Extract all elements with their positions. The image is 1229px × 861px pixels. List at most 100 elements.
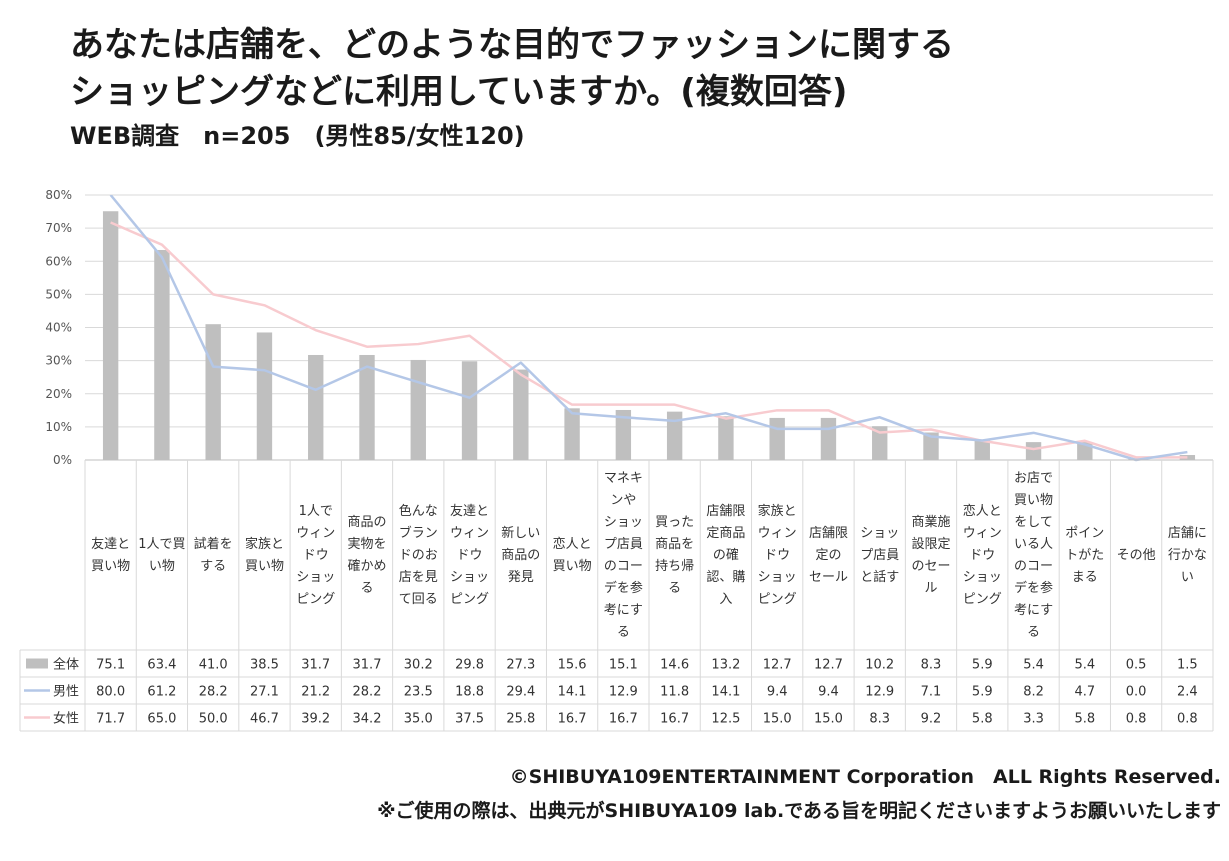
bar [666,411,683,460]
data-table-cell: 0.0 [1126,685,1147,700]
category-label: 定商品 [706,526,745,541]
category-label: プ店員 [860,548,899,563]
category-label: 新しい [501,525,540,541]
bar [102,211,119,460]
category-label: 考にす [1014,603,1053,618]
data-table-cell: 27.3 [506,658,535,673]
data-table-cell: 46.7 [250,712,279,727]
data-table-cell: 29.8 [455,658,484,673]
category-label: ンや [610,493,636,508]
category-label: 試着を [194,536,233,552]
legend-label: 男性 [53,685,79,700]
data-table-cell: 15.1 [609,658,638,673]
data-table-cell: 16.7 [609,712,638,727]
category-label: 買った [655,515,694,530]
category-label: まる [1072,570,1098,585]
category-label: ショッ [604,515,643,530]
data-table-cell: 14.1 [558,685,587,700]
category-label: ウィン [296,526,335,541]
chart-subtitle: WEB調査 n=205 (男性85/女性120) [70,122,525,150]
category-label: と話す [860,569,899,585]
y-tick-label: 0% [53,453,72,467]
bar [205,324,221,460]
data-table-cell: 16.7 [558,712,587,727]
category-label: る [1027,625,1040,640]
data-table-cell: 18.8 [455,685,484,700]
data-table-cell: 14.1 [711,685,740,700]
data-table-cell: 5.8 [972,712,993,727]
bar [564,408,580,460]
data-table-cell: 16.7 [660,712,689,727]
category-label: デを参 [1014,580,1053,596]
category-label: プ店員 [604,537,643,552]
category-label: 商品の [347,515,386,530]
category-label: 店舗限 [706,504,745,519]
data-table-cell: 31.7 [353,658,382,673]
category-label: ドウ [457,548,483,563]
data-table-cell: 15.0 [763,712,792,727]
category-label: る [668,581,681,596]
category-label: い [1181,570,1194,585]
legend-label: 全体 [53,657,79,673]
data-table-cell: 4.7 [1074,685,1095,700]
category-label: ウィン [963,526,1002,541]
data-table-cell: 15.6 [558,658,587,673]
category-label: 友達と [450,503,489,519]
data-table-cell: 1.5 [1177,658,1198,673]
category-label: のコー [604,559,643,574]
category-label: 実物を [347,536,386,552]
data-table-cell: 71.7 [96,712,125,727]
data-table-cell: 7.1 [921,685,942,700]
category-label: ブラン [399,525,438,541]
data-table-cell: 75.1 [96,658,125,673]
category-label: 1人で [299,504,333,519]
category-label: 家族と [245,536,284,552]
category-label: 行かな [1168,548,1207,563]
category-label: 持ち帰 [655,558,694,574]
data-table-cell: 9.4 [767,685,788,700]
bar [974,440,990,460]
category-label: 発見 [508,570,534,585]
category-label: その他 [1117,548,1156,563]
data-table-cell: 13.2 [711,658,740,673]
category-label: ショッ [963,570,1002,585]
data-table-cell: 31.7 [301,658,330,673]
data-table-cell: 11.8 [660,685,689,700]
category-label: ドウ [303,548,329,563]
category-label: ショッ [758,570,797,585]
category-label: 店舗に [1168,526,1207,541]
series-line [109,195,1188,462]
category-label: をして [1014,515,1053,530]
category-label: ピング [758,592,797,607]
bar [923,432,939,460]
y-tick-label: 50% [45,287,72,301]
category-label: ウィン [758,526,797,541]
category-label: いる人 [1014,537,1053,552]
series-line [110,221,1188,459]
legend-key [26,658,48,669]
category-label: 確かめ [347,558,386,574]
category-label: する [200,559,226,574]
data-table-cell: 25.8 [506,712,535,727]
data-table-cell: 15.0 [814,712,843,727]
category-label: 買い物 [245,559,284,574]
category-label: 家族と [758,503,797,519]
category-label: 色んな [399,503,438,519]
bar [718,416,734,460]
legend-label: 女性 [53,711,79,727]
data-table-cell: 38.5 [250,658,279,673]
usage-notice: ※ご使用の際は、出典元がSHIBUYA109 lab.である旨を明記くださいます… [377,800,1221,822]
category-label: トがた [1065,548,1104,563]
category-label: 1人で買 [138,537,185,552]
data-table-cell: 80.0 [96,685,125,700]
data-table-cell: 41.0 [199,658,228,673]
category-label: ショッ [296,570,335,585]
y-tick-label: 30% [45,354,72,368]
category-label: 設限定 [911,536,950,552]
data-table-cell: 8.2 [1023,685,1044,700]
category-label: る [360,581,373,596]
category-label: デを参 [604,580,643,596]
data-table-cell: 14.6 [660,658,689,673]
bar [410,359,426,460]
